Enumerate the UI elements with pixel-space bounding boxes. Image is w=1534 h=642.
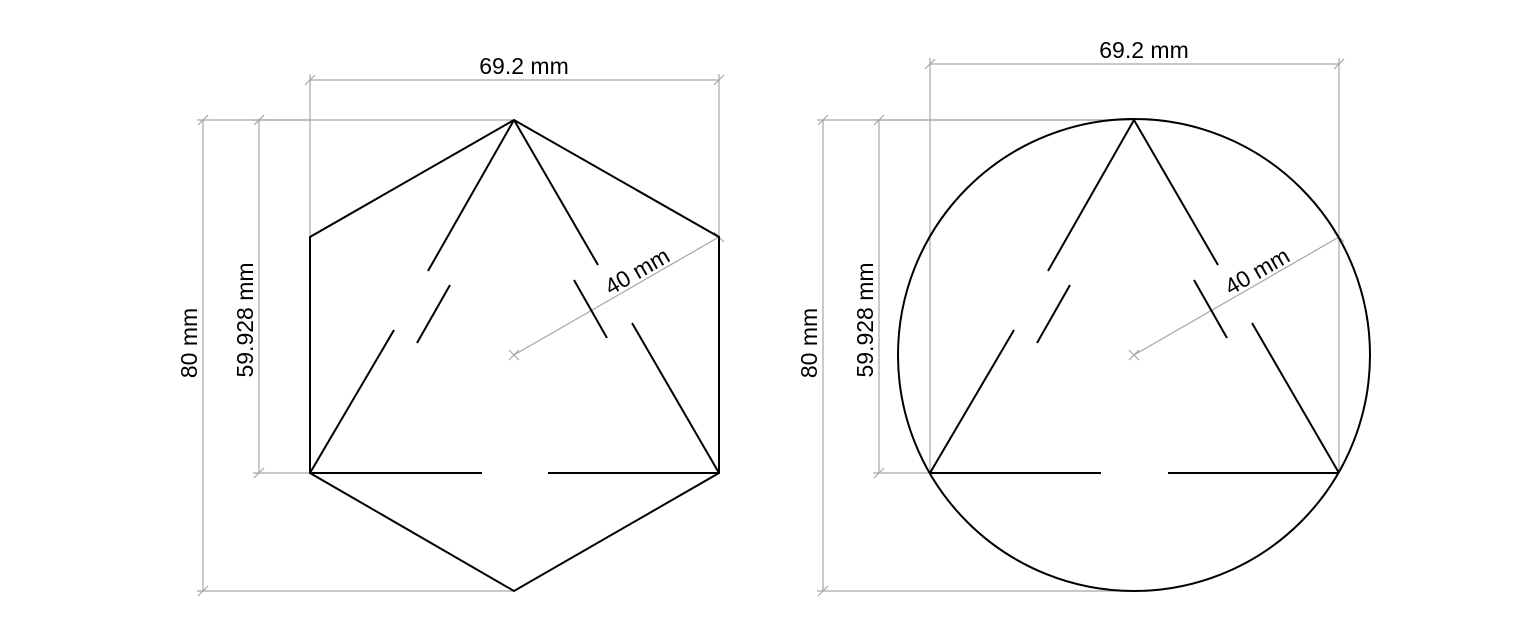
triangle-height-tick-bottom bbox=[873, 467, 885, 479]
triangle-edge-top-right bbox=[513, 119, 599, 266]
total-height-label: 80 mm bbox=[176, 308, 202, 378]
slot-left bbox=[416, 284, 451, 344]
center-mark-b bbox=[1128, 349, 1140, 361]
slot-right bbox=[1193, 279, 1228, 339]
total-height-tick-top bbox=[197, 114, 209, 126]
radius-label: 40 mm bbox=[600, 242, 674, 300]
circle-outline bbox=[897, 118, 1371, 592]
circle-dimension-lines bbox=[817, 58, 1345, 597]
radius-label: 40 mm bbox=[1220, 242, 1294, 300]
total-height-tick-bottom bbox=[817, 585, 829, 597]
triangle-height-tick-bottom bbox=[253, 467, 265, 479]
width-label: 69.2 mm bbox=[479, 53, 568, 79]
center-mark-b bbox=[508, 349, 520, 361]
circle-figure: 69.2 mm 80 mm 59.928 mm 40 mm bbox=[796, 37, 1371, 597]
triangle-edge-bottom-left bbox=[309, 329, 395, 474]
triangle-edge-top-left bbox=[427, 119, 515, 272]
triangle-height-label: 59.928 mm bbox=[852, 262, 878, 377]
slot-right bbox=[573, 279, 608, 339]
triangle-edge-top-left bbox=[1047, 119, 1135, 272]
hexagon-figure: 69.2 mm 80 mm 59.928 mm 40 mm bbox=[176, 53, 725, 597]
width-tick-right bbox=[713, 74, 725, 86]
triangle-height-tick-top bbox=[873, 114, 885, 126]
hexagon-outline bbox=[309, 118, 720, 593]
radius-dimension-line bbox=[513, 236, 720, 356]
total-height-tick-top bbox=[817, 114, 829, 126]
circle-triangle-outline bbox=[929, 119, 1340, 474]
radius-dimension-line bbox=[1133, 236, 1340, 356]
width-tick-left bbox=[924, 58, 936, 70]
triangle-edge-bottom-right bbox=[1251, 322, 1340, 474]
total-height-tick-bottom bbox=[197, 585, 209, 597]
width-tick-left bbox=[304, 74, 316, 86]
triangle-height-label: 59.928 mm bbox=[232, 262, 258, 377]
hexagon-dimension-lines bbox=[197, 74, 725, 597]
triangle-edge-bottom-right bbox=[631, 322, 720, 474]
hexagon-triangle-outline bbox=[309, 119, 720, 474]
triangle-edge-bottom-left bbox=[929, 329, 1015, 474]
width-tick-right bbox=[1333, 58, 1345, 70]
triangle-edge-top-right bbox=[1133, 119, 1219, 266]
slot-left bbox=[1036, 284, 1071, 344]
total-height-label: 80 mm bbox=[796, 308, 822, 378]
width-label: 69.2 mm bbox=[1099, 37, 1188, 63]
triangle-height-tick-top bbox=[253, 114, 265, 126]
